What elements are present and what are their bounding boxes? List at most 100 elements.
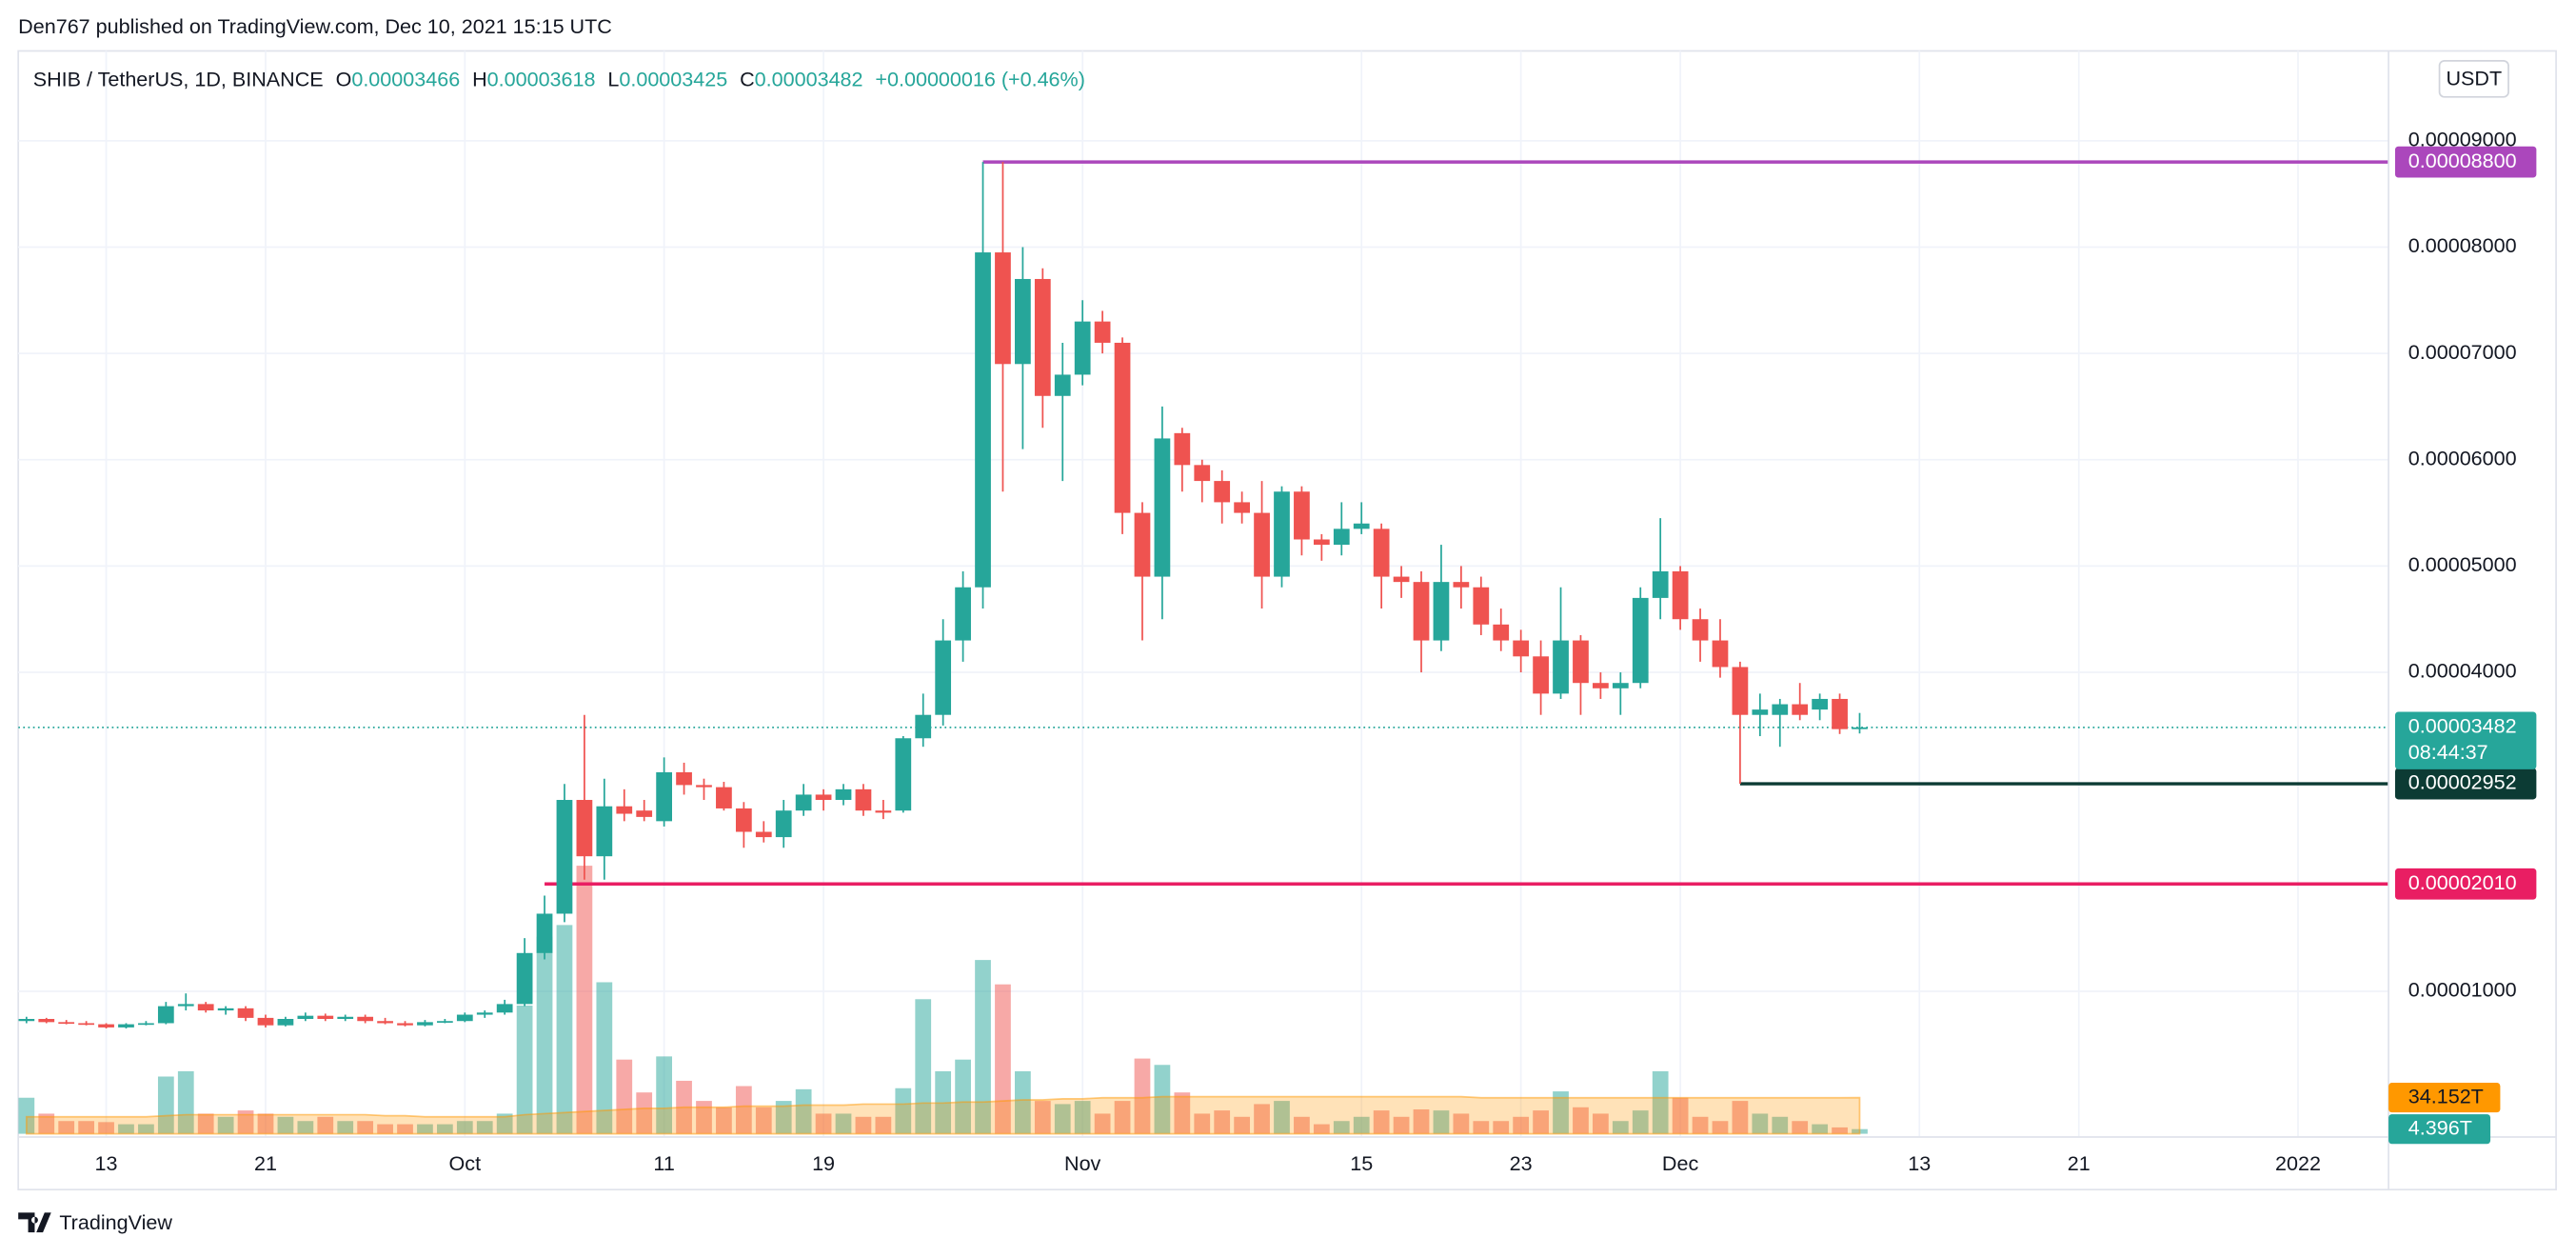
candle-body [297,1015,314,1020]
volume-bar [1732,1101,1749,1134]
x-tick-label: 13 [95,1151,118,1175]
candle-body [875,810,892,813]
candle-body [1114,342,1131,513]
volume-bar [1692,1116,1709,1134]
candle-body [1553,640,1569,694]
last-price-label: 0.00003482 [2408,714,2517,738]
volume-bar [915,999,932,1134]
candle-body [1453,582,1470,588]
candle-body [138,1023,154,1026]
volume-bar [1094,1113,1111,1134]
candle-body [1154,438,1171,577]
candle-body [1413,582,1430,641]
candle-body [58,1022,75,1025]
x-tick-label: 2022 [2275,1151,2321,1175]
y-tick-label: 0.00001000 [2408,978,2517,1002]
currency-label[interactable]: USDT [2446,66,2502,90]
legend-change: +0.00000016 (+0.46%) [875,67,1084,90]
currency-button[interactable] [2438,59,2509,98]
candle-body [98,1024,114,1028]
brand-name: TradingView [59,1210,172,1234]
volume-ma-area [25,1095,1861,1135]
candle-body [1373,529,1390,577]
candle-body [257,1017,274,1026]
volume-bar [1214,1110,1231,1134]
candle-body [1692,619,1709,641]
logo-mark [18,1212,51,1233]
candle-body [795,794,812,811]
candle-body [177,1004,194,1007]
candle-body [1493,624,1510,641]
volume-bar [496,1113,513,1134]
volume-bar [277,1116,294,1134]
chart-frame [17,50,2557,1191]
legend-value: 0.00003466 [351,67,460,90]
volume-bar [795,1088,812,1134]
volume-bar [1353,1116,1370,1134]
candle-body [1772,704,1789,715]
candle-body [975,252,991,588]
volume-bar [1473,1121,1490,1134]
candle-body [1852,727,1868,729]
candle-body [536,913,553,953]
volume-bar [118,1124,134,1134]
volume-bar [157,1076,174,1134]
volume-bar [616,1059,633,1134]
volume-ma-label: 34.152T [2408,1084,2484,1107]
candle-body [516,952,533,1005]
legend-value: 0.00003482 [755,67,863,90]
candle-body [1234,502,1250,513]
volume-bar [536,936,553,1134]
volume-bar [1134,1058,1151,1134]
candle-body [217,1008,234,1011]
candle-body [1214,481,1231,503]
volume-bar [1453,1113,1470,1134]
volume-bar [775,1101,792,1134]
candle-body [1573,640,1589,684]
candle-body [1712,640,1729,668]
volume-bar [1593,1113,1609,1134]
candle-body [1015,278,1031,365]
volume-bar [1632,1110,1649,1134]
volume-bar [1274,1101,1290,1134]
volume-bar [1174,1092,1191,1134]
y-tick-label: 0.00004000 [2408,659,2517,683]
candle-body [1632,597,1649,684]
candle-body [1194,465,1211,482]
volume-bar [1393,1116,1410,1134]
volume-bar [576,866,593,1134]
volume-bar [357,1121,374,1134]
x-tick-label: 21 [2068,1151,2091,1175]
candle-body [1433,582,1450,641]
legend-symbol: SHIB / TetherUS, 1D, BINANCE [33,67,324,90]
volume-bar [1313,1124,1330,1134]
volume-bar [177,1070,194,1134]
last-price-box [2394,711,2537,769]
x-tick-label: Oct [449,1151,482,1175]
volume-bar [38,1113,55,1134]
legend-key: L [607,67,619,90]
candle-body [337,1016,354,1020]
volume-bar [1493,1121,1510,1134]
level-price-box [2394,768,2537,800]
candle-body [636,810,653,817]
volume-bar [1772,1116,1789,1134]
level-price-box [2394,868,2537,900]
candle-body [576,800,593,857]
volume-bar [217,1116,234,1134]
legend-key: H [472,67,487,90]
candle-body [1473,587,1490,625]
volume-bar [815,1113,832,1134]
legend-key: C [740,67,755,90]
legend: SHIB / TetherUS, 1D, BINANCE O0.00003466… [33,67,1085,90]
volume-bar [1712,1121,1729,1134]
candle-body [596,806,613,857]
level-price-box [2394,146,2537,178]
volume-bar [995,984,1011,1134]
candle-body [1752,709,1769,715]
volume-box [2388,1114,2491,1145]
volume-bar [18,1097,35,1134]
volume-bar [1433,1110,1450,1134]
candle-body [716,787,732,808]
